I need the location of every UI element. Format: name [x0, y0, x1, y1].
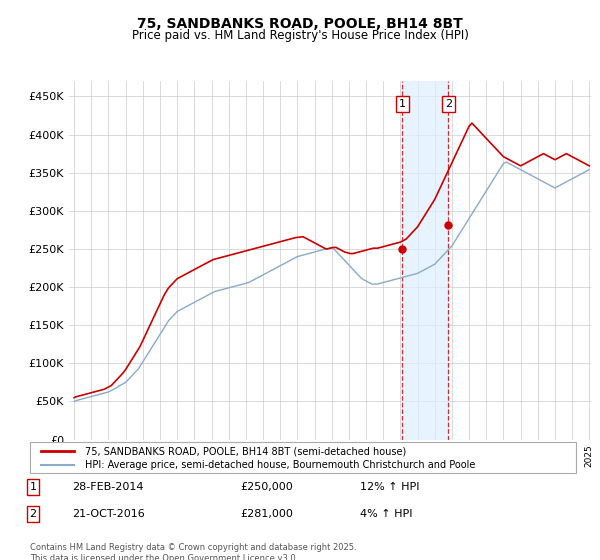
Text: 12% ↑ HPI: 12% ↑ HPI [360, 482, 419, 492]
Text: 4% ↑ HPI: 4% ↑ HPI [360, 509, 413, 519]
Text: Price paid vs. HM Land Registry's House Price Index (HPI): Price paid vs. HM Land Registry's House … [131, 29, 469, 42]
Text: £281,000: £281,000 [240, 509, 293, 519]
Text: 1: 1 [399, 99, 406, 109]
Text: HPI: Average price, semi-detached house, Bournemouth Christchurch and Poole: HPI: Average price, semi-detached house,… [85, 460, 475, 470]
Text: £250,000: £250,000 [240, 482, 293, 492]
Text: 28-FEB-2014: 28-FEB-2014 [72, 482, 143, 492]
Text: 2: 2 [29, 509, 37, 519]
Text: Contains HM Land Registry data © Crown copyright and database right 2025.
This d: Contains HM Land Registry data © Crown c… [30, 543, 356, 560]
Bar [403, 81, 448, 440]
Text: 75, SANDBANKS ROAD, POOLE, BH14 8BT: 75, SANDBANKS ROAD, POOLE, BH14 8BT [137, 17, 463, 31]
Text: 75, SANDBANKS ROAD, POOLE, BH14 8BT (semi-detached house): 75, SANDBANKS ROAD, POOLE, BH14 8BT (sem… [85, 446, 406, 456]
Text: 2: 2 [445, 99, 452, 109]
Text: 21-OCT-2016: 21-OCT-2016 [72, 509, 145, 519]
Text: 1: 1 [29, 482, 37, 492]
FancyBboxPatch shape [30, 442, 576, 473]
